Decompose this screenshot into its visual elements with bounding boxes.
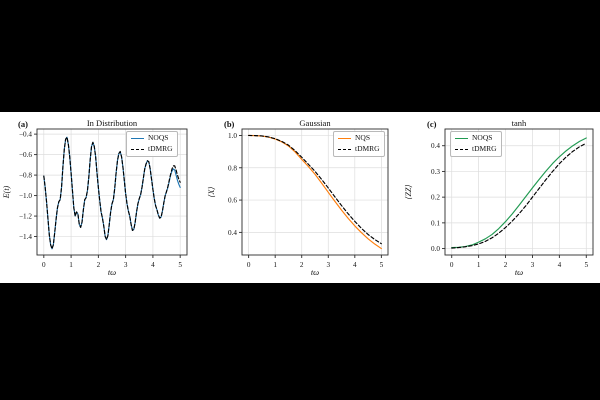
series-line-tDMRG — [248, 134, 382, 245]
x-tick-label: 4 — [151, 261, 155, 269]
y-tick-label: 0.8 — [228, 164, 237, 172]
legend-entry: tDMRG — [131, 144, 173, 155]
axes-plot-c: 0 1 2 3 4 5 0.0 0.1 0.2 0.3 0.4 — [431, 128, 594, 269]
legend-line-sample — [131, 148, 144, 150]
plot-title-b: Gaussian — [299, 118, 331, 128]
y-tick-label: 0.6 — [228, 197, 237, 205]
legend-label: NOQS — [148, 133, 169, 142]
panel-label-a: (a) — [18, 119, 28, 129]
axes-frame — [444, 128, 594, 256]
y-tick-label: 0.4 — [431, 142, 440, 150]
legend-label: NQS — [355, 133, 371, 142]
y-tick-label: 0.4 — [228, 229, 237, 237]
plot-title-a: In Distribution — [86, 118, 138, 128]
legend-line-sample — [131, 137, 144, 139]
x-tick-label: 1 — [69, 261, 73, 269]
panel-label-c: (c) — [427, 119, 437, 129]
x-axis-label-b: tω — [310, 267, 320, 277]
legend-line-sample — [338, 137, 351, 139]
axes-frame — [36, 128, 188, 256]
x-tick-label: 5 — [178, 261, 182, 269]
y-axis-label-b: ⟨X⟩ — [207, 186, 216, 198]
x-tick-label: 0 — [247, 261, 251, 269]
x-tick-label: 3 — [124, 261, 128, 269]
legend-entry: NOQS — [455, 133, 497, 144]
y-tick-label: −0.4 — [19, 131, 32, 139]
x-tick-label: 4 — [353, 261, 357, 269]
y-tick-label: −1.4 — [19, 233, 32, 241]
y-tick-label: 0.3 — [431, 168, 440, 176]
legend-line-sample — [455, 137, 468, 139]
legend-line-sample — [338, 148, 351, 150]
axes-plot-a: 0 1 2 3 4 5 −0.4 −0.6 −0.8 −1.0 −1.2 −1.4 — [19, 128, 188, 269]
legend-label: tDMRG — [148, 143, 173, 153]
legend-label: NOQS — [472, 133, 493, 142]
legend-label: tDMRG — [472, 143, 497, 153]
y-tick-label: 0.0 — [431, 245, 440, 253]
x-tick-label: 2 — [97, 261, 101, 269]
x-tick-label: 1 — [477, 261, 481, 269]
x-tick-label: 1 — [273, 261, 277, 269]
x-tick-label: 0 — [450, 261, 454, 269]
x-tick-label: 0 — [42, 261, 46, 269]
x-tick-label: 2 — [300, 261, 304, 269]
x-tick-label: 3 — [326, 261, 330, 269]
y-tick-label: −1.2 — [19, 213, 32, 221]
x-tick-label: 5 — [584, 261, 588, 269]
legend-entry: tDMRG — [455, 144, 497, 155]
series-line-tDMRG — [451, 142, 587, 249]
legend-entry: NQS — [338, 133, 380, 144]
y-tick-label: −1.0 — [19, 192, 32, 200]
series-line-tDMRG — [43, 136, 181, 250]
legend-c: NOQS tDMRG — [450, 131, 502, 157]
y-axis-label-a: E(t) — [2, 185, 11, 199]
legend-a: NOQS tDMRG — [126, 131, 178, 157]
figure-strip: (a) In Distribution 0 1 2 3 4 5 −0.4 −0.6 −0.8 −1… — [0, 112, 600, 283]
y-tick-label: 0.2 — [431, 194, 440, 202]
x-tick-label: 3 — [531, 261, 535, 269]
x-tick-label: 4 — [558, 261, 562, 269]
legend-entry: tDMRG — [338, 144, 380, 155]
y-tick-label: −0.6 — [19, 151, 32, 159]
y-tick-label: 1.0 — [228, 132, 237, 140]
x-tick-label: 5 — [380, 261, 384, 269]
legend-line-sample — [455, 148, 468, 150]
legend-label: tDMRG — [355, 143, 380, 153]
y-tick-label: 0.1 — [431, 219, 440, 227]
x-axis-label-a: tω — [107, 267, 117, 277]
plot-title-c: tanh — [511, 118, 527, 128]
y-tick-label: −0.8 — [19, 172, 32, 180]
panel-label-b: (b) — [224, 119, 235, 129]
series-line-NOQS — [451, 137, 587, 249]
x-tick-label: 2 — [504, 261, 508, 269]
legend-entry: NOQS — [131, 133, 173, 144]
x-axis-label-c: tω — [514, 267, 524, 277]
y-axis-label-c: ⟨ZZ⟩ — [404, 184, 413, 200]
axes-frame — [241, 128, 389, 256]
legend-b: NQS tDMRG — [333, 131, 385, 157]
